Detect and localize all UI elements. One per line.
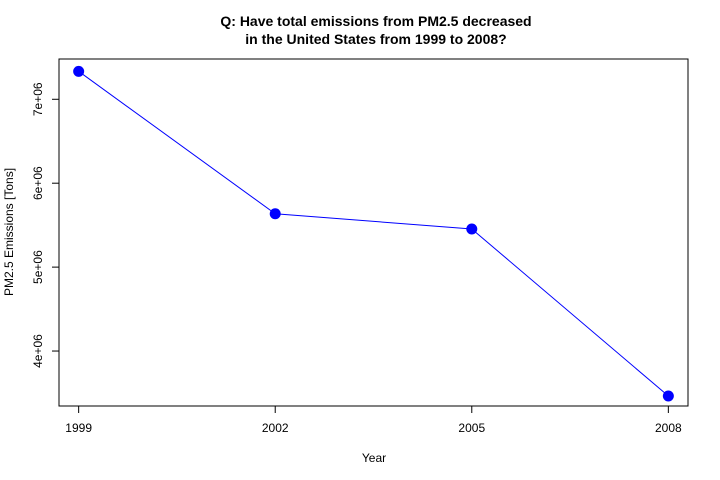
y-tick-label: 5e+06 xyxy=(31,250,45,284)
x-axis-label: Year xyxy=(362,451,386,465)
y-tick-label: 7e+06 xyxy=(31,82,45,116)
data-point xyxy=(662,390,674,402)
plot-area-frame xyxy=(58,58,689,407)
x-tick-label: 2002 xyxy=(262,421,289,435)
series-line xyxy=(78,70,669,397)
x-axis: 1999 2002 2005 2008 xyxy=(65,406,682,435)
x-tick-label: 2008 xyxy=(655,421,682,435)
x-tick-label: 1999 xyxy=(65,421,92,435)
y-tick-label: 4e+06 xyxy=(31,334,45,368)
x-tick-label: 2005 xyxy=(458,421,485,435)
data-point xyxy=(466,223,478,235)
y-tick-label: 6e+06 xyxy=(31,166,45,200)
chart-title-line-2: in the United States from 1999 to 2008? xyxy=(245,31,506,47)
data-point xyxy=(73,65,85,77)
series-layer xyxy=(73,65,674,402)
y-axis: 4e+06 5e+06 6e+06 7e+06 xyxy=(31,82,59,368)
data-point xyxy=(269,208,281,220)
y-axis-label: PM2.5 Emissions [Tons] xyxy=(2,168,16,296)
chart-title-line-1: Q: Have total emissions from PM2.5 decre… xyxy=(220,13,531,29)
